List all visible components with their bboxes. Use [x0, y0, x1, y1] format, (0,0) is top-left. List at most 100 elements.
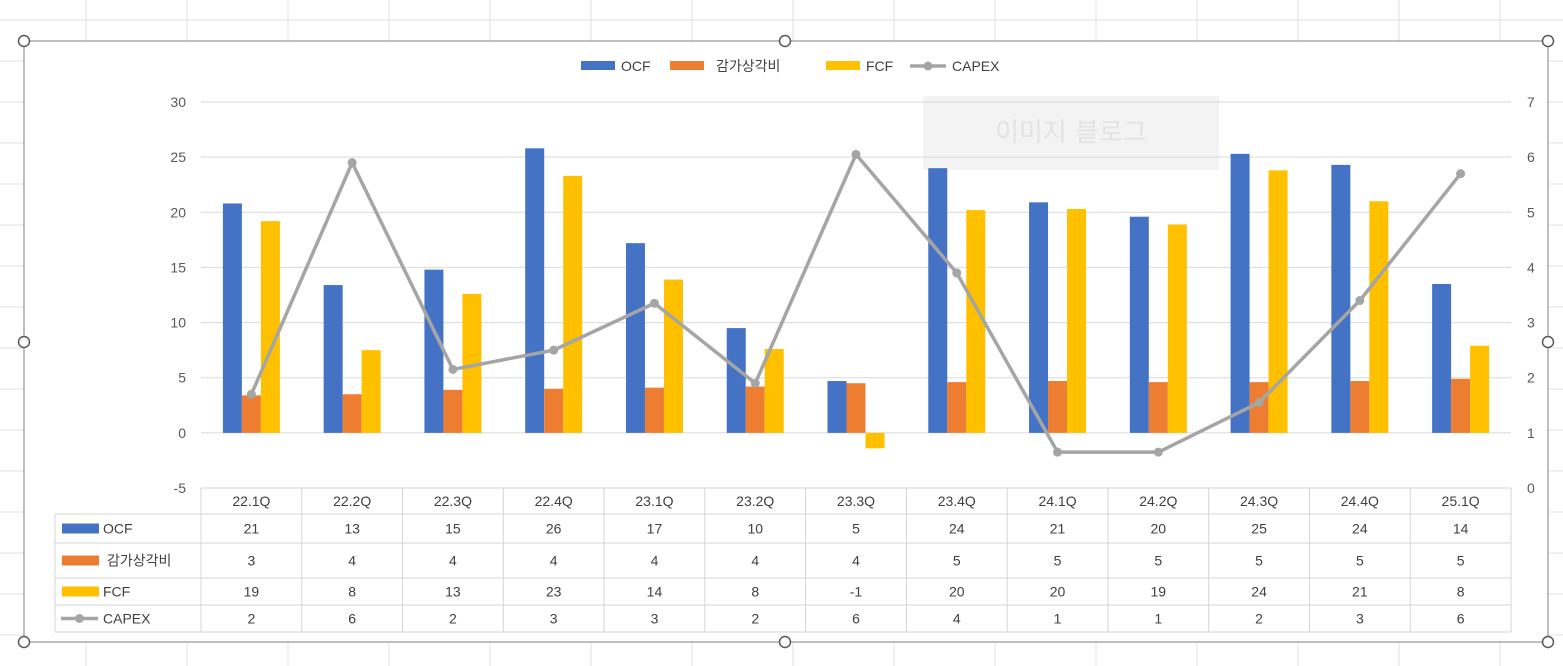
- table-cell: 4: [751, 553, 759, 569]
- resize-handle[interactable]: [1541, 635, 1555, 649]
- legend-swatch-depreciation[interactable]: [670, 61, 704, 70]
- bar-series[interactable]: [222, 148, 1490, 449]
- capex-point[interactable]: [448, 364, 458, 374]
- ocf-bar[interactable]: [625, 243, 645, 433]
- table-category-label: 22.1Q: [232, 493, 270, 509]
- ocf-bar[interactable]: [222, 203, 242, 433]
- legend-swatch-fcf[interactable]: [826, 61, 860, 70]
- capex-point[interactable]: [750, 378, 760, 388]
- resize-handle[interactable]: [778, 34, 792, 48]
- ocf-bar[interactable]: [928, 168, 948, 433]
- fcf-bar[interactable]: [563, 175, 583, 433]
- legend-marker-capex[interactable]: [923, 61, 933, 71]
- table-category-label: 24.2Q: [1139, 493, 1177, 509]
- fcf-bar[interactable]: [865, 432, 885, 449]
- fcf-bar[interactable]: [1470, 345, 1490, 433]
- resize-handle[interactable]: [17, 34, 31, 48]
- capex-point[interactable]: [1355, 296, 1365, 306]
- depreciation-bar[interactable]: [745, 386, 765, 433]
- resize-handle[interactable]: [1541, 335, 1555, 349]
- legend-label-ocf[interactable]: OCF: [621, 58, 651, 74]
- ocf-bar[interactable]: [1230, 153, 1250, 433]
- right-y-axis: 0 1 2 3 4 5 6 7: [1527, 94, 1535, 496]
- capex-point[interactable]: [1456, 169, 1466, 179]
- capex-point[interactable]: [1254, 398, 1264, 408]
- depreciation-bar[interactable]: [1249, 382, 1269, 433]
- table-cell: 5: [852, 521, 860, 537]
- legend-label-depreciation[interactable]: 감가상각비: [716, 58, 780, 74]
- ocf-bar[interactable]: [1029, 202, 1049, 433]
- ocf-bar[interactable]: [1331, 164, 1351, 433]
- table-category-label: 22.3Q: [434, 493, 472, 509]
- table-cell: 10: [747, 521, 763, 537]
- capex-point[interactable]: [1053, 447, 1063, 457]
- capex-point[interactable]: [347, 158, 357, 168]
- right-tick-label: 2: [1527, 370, 1535, 386]
- table-cell: 15: [445, 521, 461, 537]
- table-category-label: 23.4Q: [938, 493, 976, 509]
- ocf-bar[interactable]: [525, 148, 545, 433]
- selection-handles[interactable]: [17, 34, 1555, 649]
- ocf-bar[interactable]: [1129, 216, 1149, 433]
- fcf-bar[interactable]: [1067, 208, 1087, 433]
- legend-label-fcf[interactable]: FCF: [866, 58, 893, 74]
- ocf-bar[interactable]: [323, 285, 343, 433]
- right-tick-label: 0: [1527, 480, 1535, 496]
- table-cell: 20: [1050, 584, 1066, 600]
- depreciation-bar[interactable]: [1451, 378, 1471, 433]
- depreciation-bar[interactable]: [241, 395, 261, 433]
- capex-point[interactable]: [851, 149, 861, 159]
- table-cell: 5: [1054, 553, 1062, 569]
- fcf-bar[interactable]: [1268, 170, 1288, 433]
- legend[interactable]: OCF 감가상각비 FCF CAPEX: [581, 58, 1000, 74]
- fcf-bar[interactable]: [361, 350, 381, 433]
- fcf-bar[interactable]: [966, 210, 986, 433]
- ocf-bar[interactable]: [1432, 283, 1452, 433]
- right-tick-label: 1: [1527, 425, 1535, 441]
- fcf-bar[interactable]: [260, 221, 280, 433]
- depreciation-bar[interactable]: [1350, 381, 1370, 433]
- capex-line-series[interactable]: [246, 149, 1466, 457]
- table-cell: 2: [751, 611, 759, 627]
- depreciation-bar[interactable]: [443, 389, 463, 433]
- resize-handle[interactable]: [778, 635, 792, 649]
- table-cell: 23: [546, 584, 562, 600]
- table-series-label-fcf: FCF: [103, 584, 130, 600]
- resize-handle[interactable]: [17, 335, 31, 349]
- resize-handle[interactable]: [1541, 34, 1555, 48]
- capex-point[interactable]: [649, 298, 659, 308]
- depreciation-bar[interactable]: [342, 394, 362, 433]
- capex-point[interactable]: [246, 389, 256, 399]
- capex-point[interactable]: [1153, 447, 1163, 457]
- table-cell: 14: [1453, 521, 1469, 537]
- fcf-bar[interactable]: [462, 293, 482, 433]
- table-cell: 6: [348, 611, 356, 627]
- depreciation-bar[interactable]: [947, 382, 967, 433]
- depreciation-bar[interactable]: [1048, 381, 1068, 433]
- table-cell: 4: [953, 611, 961, 627]
- legend-swatch-ocf[interactable]: [581, 61, 615, 70]
- depreciation-bar[interactable]: [644, 387, 664, 433]
- fcf-bar[interactable]: [1369, 201, 1389, 433]
- capex-point[interactable]: [549, 345, 559, 355]
- table-category-label: 25.1Q: [1442, 493, 1480, 509]
- table-cell: 6: [852, 611, 860, 627]
- left-tick-label: 25: [170, 149, 186, 165]
- fcf-bar[interactable]: [1167, 224, 1187, 433]
- ocf-bar[interactable]: [827, 381, 847, 433]
- depreciation-bar[interactable]: [1148, 382, 1168, 433]
- table-cell: 6: [1457, 611, 1465, 627]
- table-cell: 13: [344, 521, 360, 537]
- ocf-bar[interactable]: [424, 269, 444, 433]
- fcf-bar[interactable]: [764, 349, 784, 433]
- table-key-ocf: [62, 523, 99, 534]
- depreciation-bar[interactable]: [544, 388, 564, 433]
- table-category-label: 24.1Q: [1038, 493, 1076, 509]
- ocf-bar[interactable]: [726, 328, 746, 433]
- depreciation-bar[interactable]: [846, 383, 866, 433]
- fcf-bar[interactable]: [663, 279, 683, 433]
- capex-point[interactable]: [952, 268, 962, 278]
- resize-handle[interactable]: [17, 635, 31, 649]
- legend-label-capex[interactable]: CAPEX: [952, 58, 1000, 74]
